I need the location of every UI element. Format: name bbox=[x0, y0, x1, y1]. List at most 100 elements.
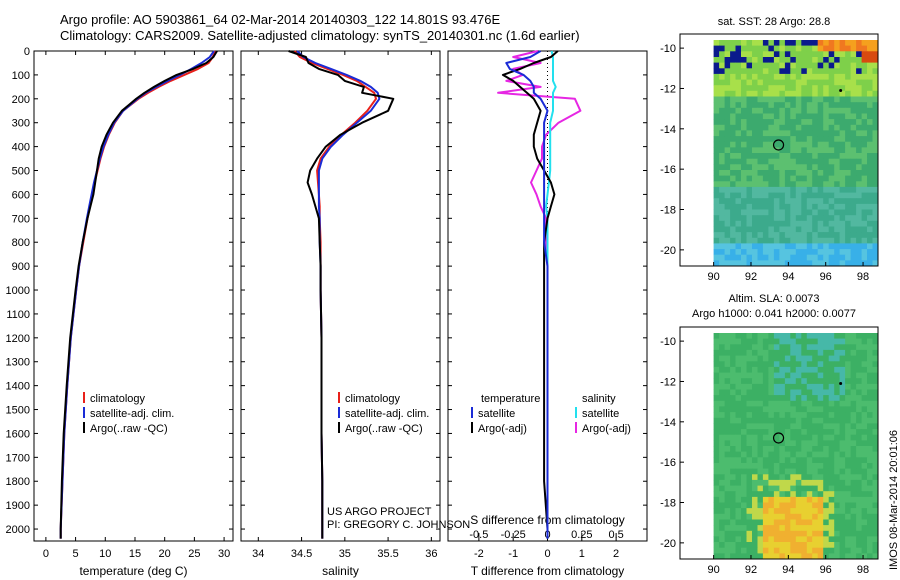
sla-map-cell bbox=[856, 463, 862, 470]
sst-map-cell bbox=[779, 51, 786, 58]
sst-map-cell bbox=[806, 254, 813, 261]
sla-map-cell bbox=[768, 349, 775, 356]
sst-map-cell bbox=[784, 237, 791, 244]
sst-map-cell bbox=[773, 147, 780, 154]
sst-map-cell bbox=[741, 192, 747, 199]
sst-map-cell bbox=[828, 249, 835, 256]
sla-map-ytick-label: -16 bbox=[660, 457, 676, 469]
sst-map-cell bbox=[773, 237, 780, 244]
sst-map-cell bbox=[790, 164, 797, 171]
sst-map-cell bbox=[713, 249, 720, 256]
sst-map-cell bbox=[812, 209, 819, 216]
sla-map-cell bbox=[724, 496, 731, 503]
sst-map-cell bbox=[784, 158, 791, 165]
sst-map-field bbox=[713, 40, 879, 267]
sla-map-cell bbox=[823, 372, 830, 379]
sla-map-cell bbox=[773, 496, 780, 503]
sla-map-cell bbox=[834, 366, 841, 373]
sla-map-cell bbox=[724, 366, 731, 373]
sla-map-cell bbox=[713, 395, 720, 402]
sst-map-cell bbox=[784, 45, 791, 52]
sst-map-cell bbox=[861, 260, 868, 267]
sla-map-cell bbox=[839, 395, 846, 402]
sst-map-cell bbox=[850, 45, 857, 52]
sla-map-cell bbox=[757, 400, 764, 407]
sla-map-cell bbox=[795, 519, 802, 526]
sst-map-cell bbox=[768, 90, 775, 97]
sla-map-cell bbox=[724, 547, 731, 554]
sst-map-cell bbox=[823, 249, 830, 256]
sst-map-cell bbox=[856, 90, 862, 97]
sst-map-cell bbox=[713, 147, 720, 154]
sst-map-cell bbox=[779, 107, 786, 114]
sst-map-cell bbox=[845, 181, 851, 188]
sst-map-cell bbox=[762, 90, 769, 97]
sst-map-cell bbox=[867, 57, 873, 64]
sst-map-cell bbox=[850, 73, 857, 80]
sla-map-cell bbox=[735, 338, 742, 345]
sst-map-cell bbox=[762, 198, 769, 205]
sla-map-cell bbox=[746, 389, 753, 396]
sla-map-cell bbox=[773, 513, 780, 520]
sla-map-cell bbox=[839, 423, 846, 430]
sla-map-cell bbox=[784, 451, 791, 458]
sst-map-cell bbox=[861, 119, 868, 126]
sst-map-cell bbox=[839, 130, 846, 137]
sla-map-cell bbox=[817, 366, 824, 373]
sst-map-cell bbox=[812, 79, 819, 86]
imos-timestamp: IMOS 08-Mar-2014 20:01:06 bbox=[888, 429, 900, 570]
sla-map-cell bbox=[872, 361, 879, 368]
sst-map-cell bbox=[834, 62, 841, 69]
sst-map-cell bbox=[845, 243, 851, 250]
sla-map-cell bbox=[817, 344, 824, 351]
sla-map-cell bbox=[872, 542, 879, 549]
sla-map-cell bbox=[834, 372, 841, 379]
depth-tick-label: 200 bbox=[12, 94, 30, 106]
sst-map-cell bbox=[806, 136, 813, 143]
sla-map-cell bbox=[724, 412, 731, 419]
sla-map-cell bbox=[741, 389, 747, 396]
sst-map-cell bbox=[812, 85, 819, 92]
sla-map-cell bbox=[719, 333, 725, 340]
sst-map-cell bbox=[713, 164, 720, 171]
sla-map-cell bbox=[752, 508, 758, 515]
sst-map-cell bbox=[768, 260, 775, 267]
sst-map-cell bbox=[773, 175, 780, 182]
sst-map-cell bbox=[719, 153, 725, 160]
sla-map-cell bbox=[839, 525, 846, 532]
sla-map-cell bbox=[856, 451, 862, 458]
sla-map-cell bbox=[762, 378, 769, 385]
sst-map-cell bbox=[746, 96, 753, 103]
sla-map-cell bbox=[762, 468, 769, 475]
sst-map-cell bbox=[752, 141, 758, 148]
sst-map-cell bbox=[812, 40, 819, 47]
sla-map-cell bbox=[724, 389, 731, 396]
sst-map-cell bbox=[812, 254, 819, 261]
sst-map-cell bbox=[730, 79, 736, 86]
sst-map-cell bbox=[773, 124, 780, 131]
sst-map-cell bbox=[741, 175, 747, 182]
sla-map-cell bbox=[730, 395, 736, 402]
sla-map-cell bbox=[872, 349, 879, 356]
sst-map-cell bbox=[730, 147, 736, 154]
sla-map-cell bbox=[856, 474, 862, 481]
sst-map-cell bbox=[784, 254, 791, 261]
sla-map-cell bbox=[784, 474, 791, 481]
sst-map-cell bbox=[773, 249, 780, 256]
sst-map-cell bbox=[773, 136, 780, 143]
temp-xlabel: temperature (deg C) bbox=[79, 564, 187, 578]
sla-map-cell bbox=[812, 440, 819, 447]
sla-map-cell bbox=[817, 406, 824, 413]
sst-map-cell bbox=[724, 90, 731, 97]
sla-map-cell bbox=[757, 417, 764, 424]
sst-map-cell bbox=[817, 181, 824, 188]
sla-map-cell bbox=[828, 434, 835, 441]
sst-map-cell bbox=[773, 85, 780, 92]
sst-map-cell bbox=[856, 153, 862, 160]
sst-map-cell bbox=[768, 232, 775, 239]
sla-map-cell bbox=[856, 519, 862, 526]
sla-map-cell bbox=[867, 474, 873, 481]
sla-map-cell bbox=[806, 429, 813, 436]
sla-map-cell bbox=[867, 530, 873, 537]
sst-map-cell bbox=[850, 68, 857, 75]
